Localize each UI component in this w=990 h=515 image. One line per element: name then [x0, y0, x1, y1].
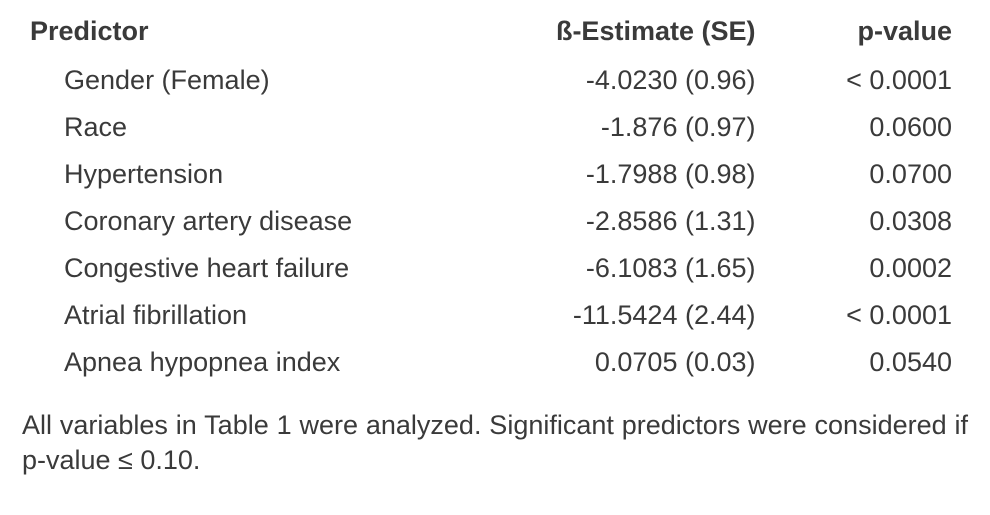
table-row: Race -1.876 (0.97) 0.0600 [20, 104, 970, 151]
cell-predictor: Hypertension [20, 151, 543, 198]
table-row: Hypertension -1.7988 (0.98) 0.0700 [20, 151, 970, 198]
cell-estimate: -1.7988 (0.98) [543, 151, 790, 198]
cell-estimate: -4.0230 (0.96) [543, 57, 790, 104]
cell-estimate: -2.8586 (1.31) [543, 198, 790, 245]
header-pvalue: p-value [790, 10, 971, 57]
cell-estimate: -11.5424 (2.44) [543, 292, 790, 339]
table-row: Coronary artery disease -2.8586 (1.31) 0… [20, 198, 970, 245]
cell-predictor: Gender (Female) [20, 57, 543, 104]
table-row: Gender (Female) -4.0230 (0.96) < 0.0001 [20, 57, 970, 104]
cell-pvalue: 0.0540 [790, 339, 971, 386]
cell-pvalue: 0.0002 [790, 245, 971, 292]
cell-pvalue: 0.0308 [790, 198, 971, 245]
cell-pvalue: < 0.0001 [790, 292, 971, 339]
header-predictor: Predictor [20, 10, 543, 57]
table-row: Apnea hypopnea index 0.0705 (0.03) 0.054… [20, 339, 970, 386]
header-estimate: ß-Estimate (SE) [543, 10, 790, 57]
cell-pvalue: 0.0600 [790, 104, 971, 151]
cell-predictor: Coronary artery disease [20, 198, 543, 245]
cell-pvalue: < 0.0001 [790, 57, 971, 104]
table-row: Atrial fibrillation -11.5424 (2.44) < 0.… [20, 292, 970, 339]
table-body: Gender (Female) -4.0230 (0.96) < 0.0001 … [20, 57, 970, 386]
cell-pvalue: 0.0700 [790, 151, 971, 198]
predictors-table: Predictor ß-Estimate (SE) p-value Gender… [20, 10, 970, 386]
cell-predictor: Atrial fibrillation [20, 292, 543, 339]
cell-predictor: Congestive heart failure [20, 245, 543, 292]
cell-estimate: 0.0705 (0.03) [543, 339, 790, 386]
table-footnote: All variables in Table 1 were analyzed. … [20, 408, 970, 478]
cell-predictor: Apnea hypopnea index [20, 339, 543, 386]
cell-predictor: Race [20, 104, 543, 151]
cell-estimate: -1.876 (0.97) [543, 104, 790, 151]
table-header-row: Predictor ß-Estimate (SE) p-value [20, 10, 970, 57]
cell-estimate: -6.1083 (1.65) [543, 245, 790, 292]
table-row: Congestive heart failure -6.1083 (1.65) … [20, 245, 970, 292]
